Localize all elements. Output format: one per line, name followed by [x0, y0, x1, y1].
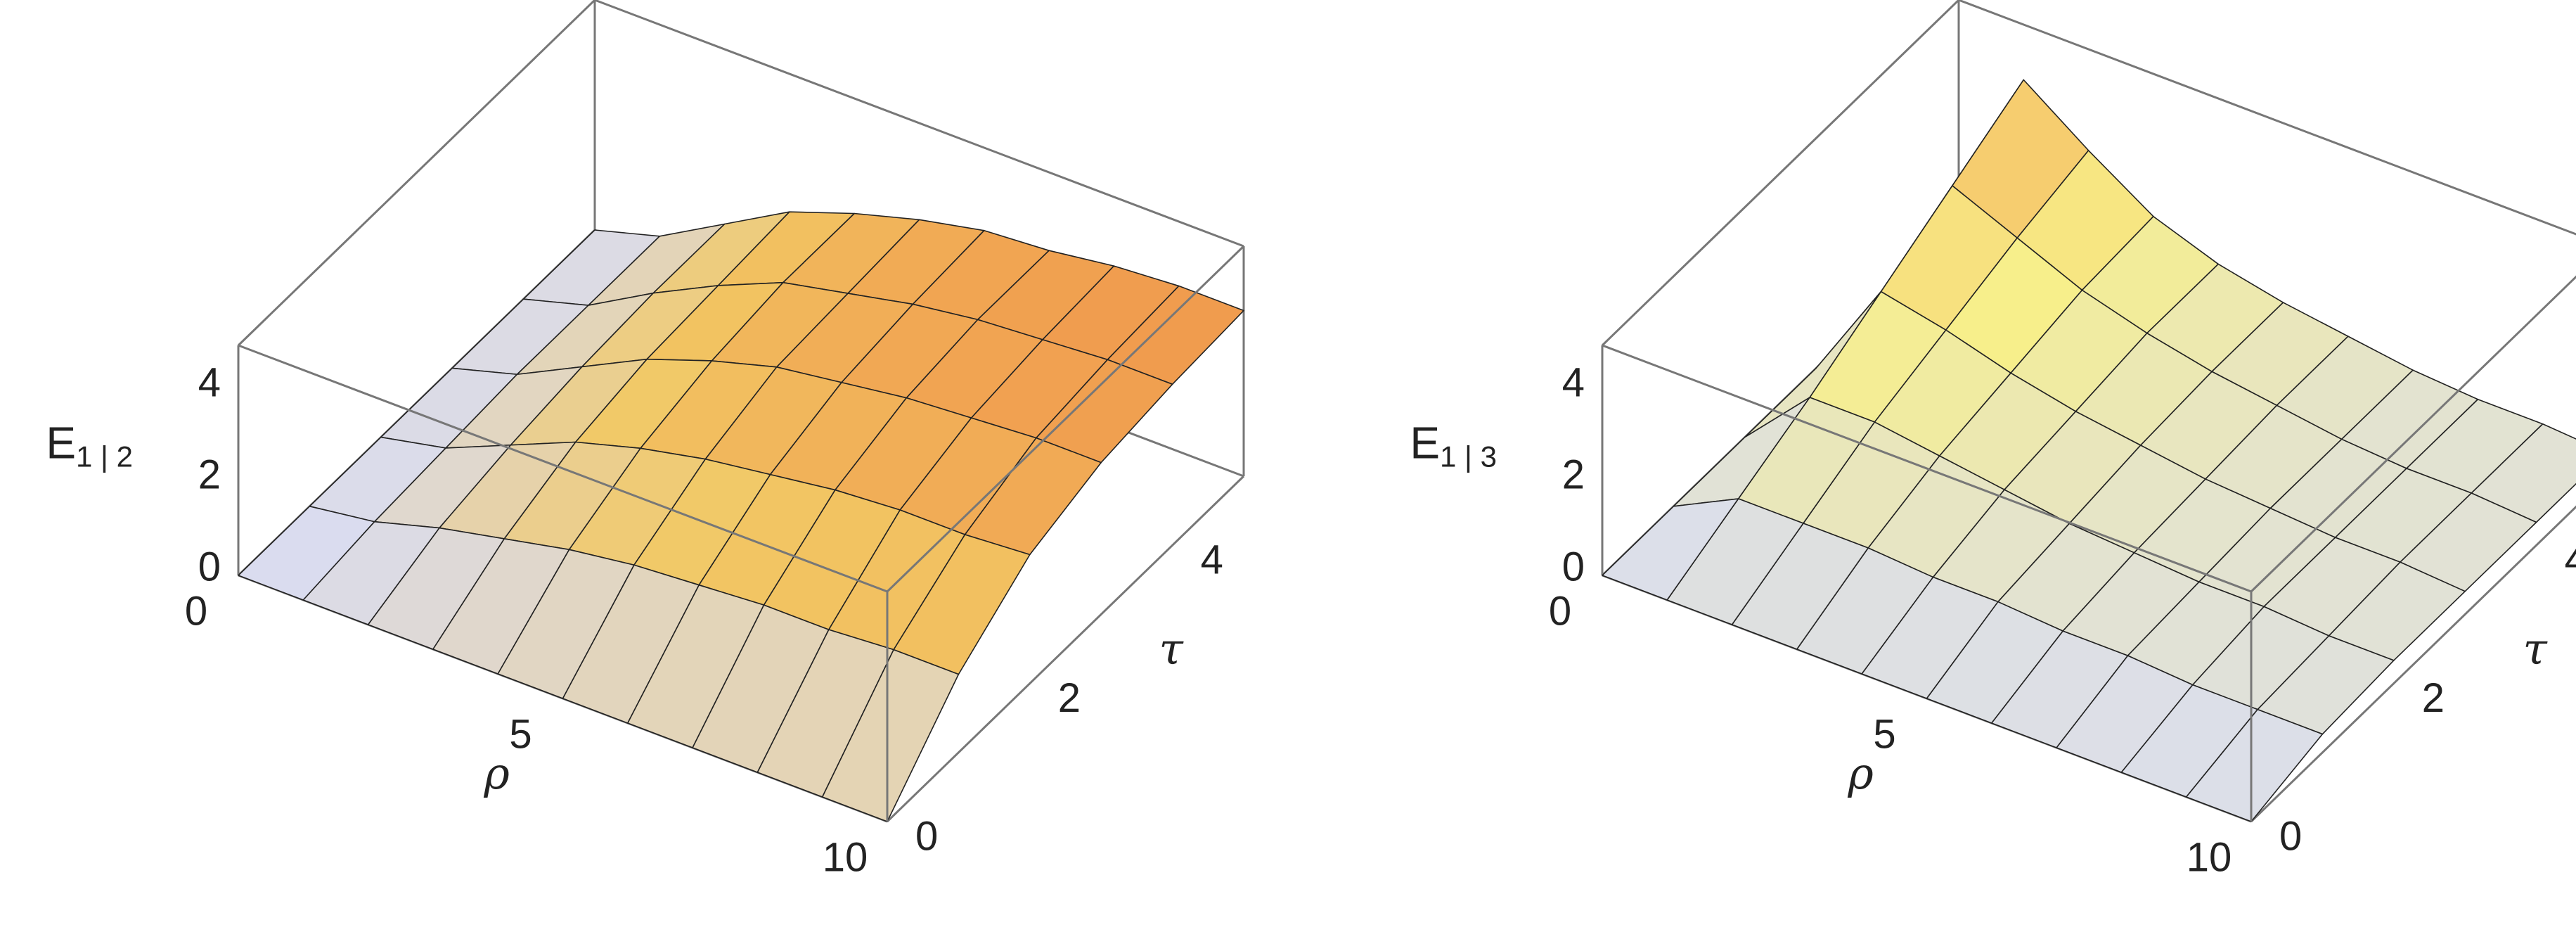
box-edge	[1601, 0, 1960, 347]
y-tick-label: 0	[915, 813, 938, 859]
y-tick-label: 4	[1201, 537, 1223, 583]
z-label-sub: 1 | 2	[76, 440, 133, 473]
z-label-main: E	[1410, 417, 1440, 468]
box-edge	[886, 245, 1245, 593]
box-edge	[886, 475, 1245, 823]
z-tick-label: 4	[1562, 360, 1585, 406]
z-label-main: E	[46, 417, 76, 468]
y-tick-label: 2	[1058, 675, 1081, 721]
box-edge	[1958, 0, 2576, 236]
box-edge	[237, 0, 596, 347]
x-tick-label: 10	[823, 834, 868, 880]
z-tick-label: 0	[1562, 544, 1585, 589]
z-tick-label: 2	[198, 452, 221, 498]
y-axis-label: τ	[1159, 623, 1184, 675]
x-tick-label: 5	[509, 711, 532, 757]
box-edge	[1602, 344, 2252, 593]
box-edge	[2250, 505, 2576, 823]
x-axis-label: ρ	[483, 748, 509, 799]
x-tick-label: 0	[185, 588, 207, 634]
z-axis-label: E1 | 2	[46, 417, 133, 473]
y-tick-label: 0	[2279, 813, 2302, 859]
z-tick-label: 4	[198, 360, 221, 406]
z-tick-label: 2	[1562, 452, 1585, 498]
y-tick-label: 4	[2565, 537, 2576, 583]
y-tick-label: 2	[2422, 675, 2445, 721]
surface-patch	[2185, 708, 2324, 822]
z-label-sub: 1 | 3	[1440, 440, 1497, 473]
surface-plot: 0 5 10 0 2 4 0 2 4 ρ τ E1 | 3	[1410, 0, 2576, 880]
box-edge	[2250, 275, 2576, 593]
z-axis-label: E1 | 3	[1410, 417, 1497, 473]
x-tick-label: 10	[2187, 834, 2232, 880]
x-axis-label: ρ	[1847, 748, 1873, 799]
surface-plot: 0 5 10 0 2 4 0 2 4 ρ τ E1 | 2	[46, 0, 1245, 880]
box-edge	[594, 0, 1244, 248]
z-tick-label: 0	[198, 544, 221, 589]
surface-patch	[821, 649, 960, 822]
x-tick-label: 5	[1873, 711, 1895, 757]
x-tick-label: 0	[1549, 588, 1571, 634]
y-axis-label: τ	[2523, 623, 2548, 675]
box-edge	[238, 344, 888, 593]
